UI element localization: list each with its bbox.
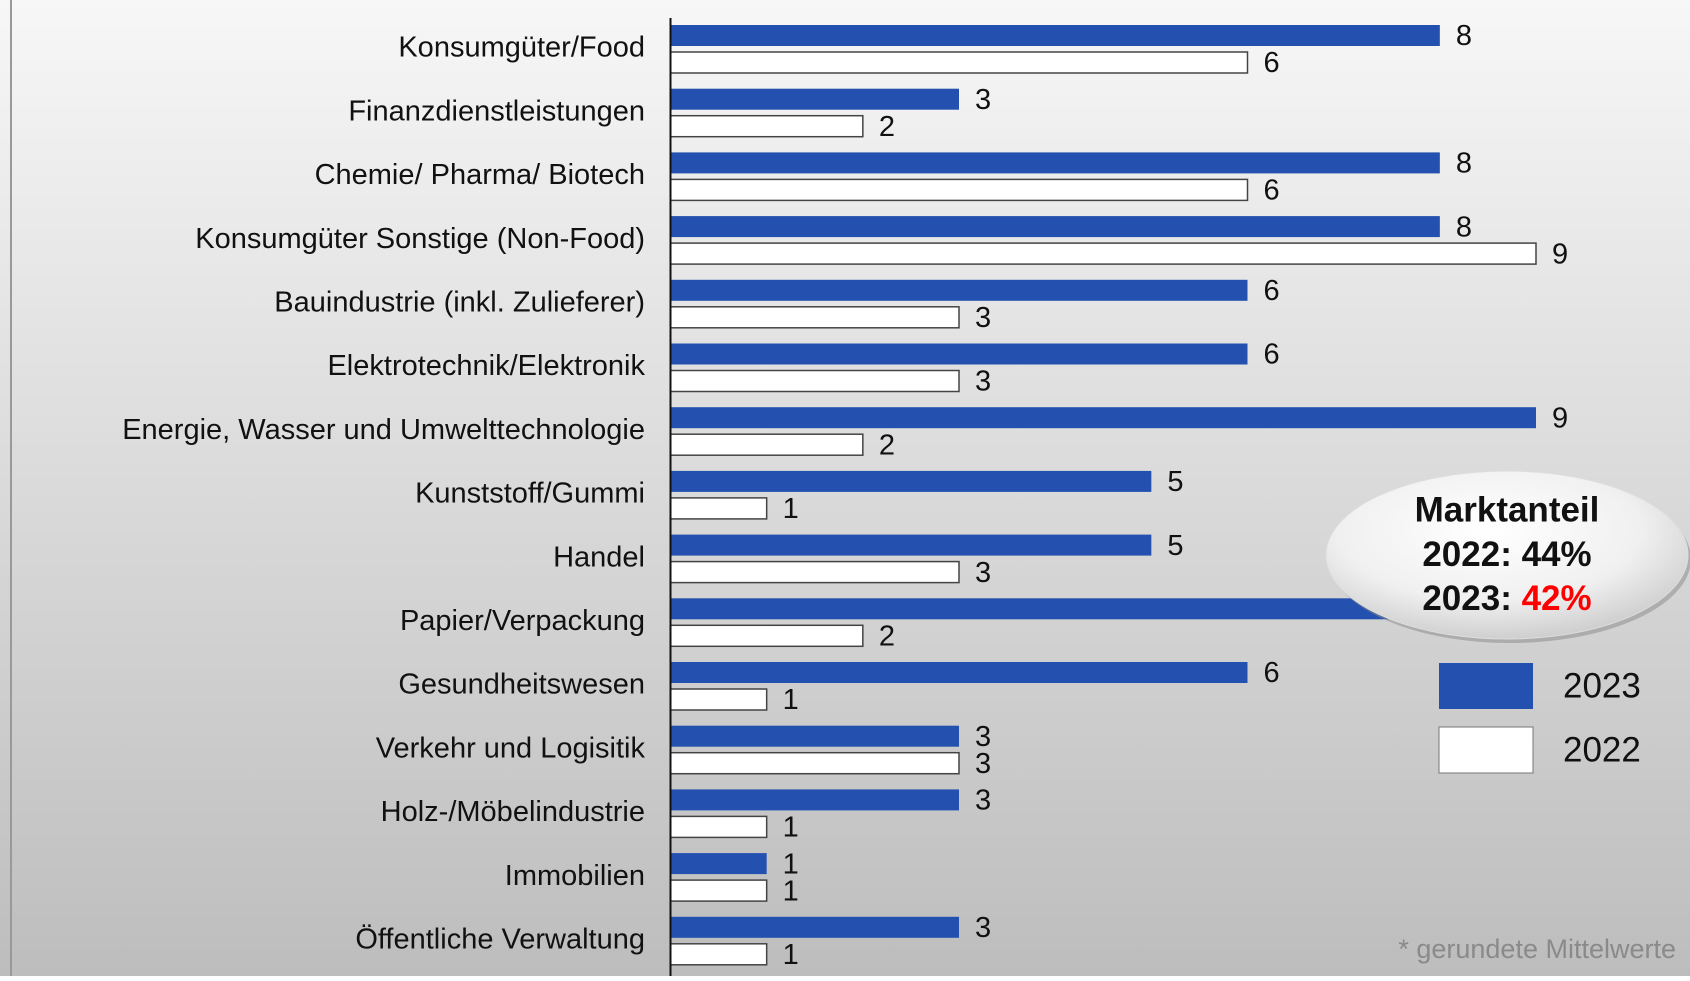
category-label: Bauindustrie (inkl. Zulieferer)	[274, 286, 645, 318]
bar	[670, 25, 1440, 46]
value-label: 3	[975, 84, 991, 116]
bar	[670, 853, 767, 875]
annotation-line: 2023: 42%	[1422, 579, 1591, 618]
bar	[670, 407, 1536, 429]
annotation-label: 2022:	[1422, 535, 1512, 574]
bar	[669, 178, 1249, 202]
value-label: 8	[1456, 20, 1472, 52]
bar	[670, 916, 959, 938]
value-label: 9	[1552, 238, 1568, 270]
category-label: Immobilien	[505, 860, 645, 892]
value-label: 3	[975, 748, 991, 780]
category-label: Konsumgüter/Food	[398, 32, 645, 64]
category-label: Elektrotechnik/Elektronik	[327, 350, 645, 382]
footnote: * gerundete Mittelwerte	[1398, 934, 1676, 964]
category-label: Konsumgüter Sonstige (Non-Food)	[195, 223, 645, 255]
category-label: Holz-/Möbelindustrie	[381, 796, 645, 828]
value-label: 3	[975, 366, 991, 398]
bar	[669, 433, 864, 456]
value-label: 1	[783, 939, 799, 971]
bar	[669, 242, 1537, 265]
value-label: 6	[1264, 175, 1280, 207]
bar	[670, 152, 1440, 174]
bar	[670, 279, 1248, 301]
value-label: 1	[783, 493, 799, 525]
legend-label: 2023	[1563, 666, 1641, 705]
value-label: 3	[975, 557, 991, 589]
value-label: 2	[879, 620, 895, 652]
value-label: 3	[975, 785, 991, 817]
bar	[669, 688, 768, 711]
bar	[669, 560, 960, 584]
bar	[670, 534, 1152, 556]
bar	[670, 88, 959, 110]
category-label: Papier/Verpackung	[400, 605, 645, 637]
value-label: 5	[1167, 530, 1183, 562]
value-label: 2	[879, 429, 895, 461]
bar	[669, 624, 864, 648]
value-label: 1	[783, 812, 799, 844]
value-label: 5	[1167, 466, 1183, 498]
annotation-value: 44%	[1522, 535, 1592, 574]
bar	[669, 497, 768, 520]
legend: 2023 2022	[1438, 663, 1641, 774]
value-label: 9	[1552, 402, 1568, 434]
bubble	[1325, 470, 1689, 640]
category-label: Gesundheitswesen	[398, 669, 645, 701]
bar	[670, 725, 959, 747]
value-label: 6	[1264, 47, 1280, 79]
category-label: Öffentliche Verwaltung	[355, 923, 645, 955]
bar	[670, 470, 1152, 492]
bar	[669, 879, 768, 902]
value-label: 3	[975, 721, 991, 753]
bar	[669, 306, 960, 329]
annotation-line: 2022: 44%	[1422, 535, 1591, 574]
bar	[669, 114, 864, 138]
value-label: 1	[783, 875, 799, 907]
value-label: 6	[1264, 657, 1280, 689]
annotation-title: Marktanteil	[1415, 490, 1600, 529]
value-label: 8	[1456, 211, 1472, 243]
bar	[669, 751, 960, 775]
value-label: 2	[879, 111, 895, 143]
bar	[670, 598, 1440, 620]
bar	[670, 662, 1248, 683]
bar	[669, 369, 960, 393]
legend-swatch	[1439, 663, 1533, 709]
category-label: Handel	[553, 541, 645, 573]
annotation: Marktanteil 2022: 44% 2023: 42%	[1325, 470, 1690, 643]
annotation-value: 42%	[1522, 579, 1592, 618]
value-label: 6	[1264, 275, 1280, 307]
bar	[669, 51, 1249, 74]
value-label: 3	[975, 302, 991, 334]
annotation-label: 2023:	[1422, 579, 1512, 618]
category-label: Verkehr und Logisitik	[376, 732, 646, 764]
category-label: Energie, Wasser und Umwelttechnologie	[122, 414, 645, 446]
category-label: Kunststoff/Gummi	[415, 478, 645, 510]
bar	[669, 943, 768, 966]
bar	[669, 815, 768, 839]
bar	[670, 789, 959, 811]
plot: Konsumgüter/Food 8 6 Finanzdienstleistungen…	[122, 20, 1568, 971]
category-label: Chemie/ Pharma/ Biotech	[315, 159, 645, 191]
value-label: 1	[783, 848, 799, 880]
value-label: 6	[1264, 339, 1280, 371]
value-label: 8	[1456, 148, 1472, 180]
legend-label: 2022	[1563, 730, 1641, 769]
bar	[670, 216, 1440, 238]
legend-swatch	[1438, 726, 1534, 774]
value-label: 1	[783, 684, 799, 716]
value-label: 3	[975, 912, 991, 944]
bar	[670, 343, 1248, 365]
category-label: Finanzdienstleistungen	[348, 95, 645, 127]
